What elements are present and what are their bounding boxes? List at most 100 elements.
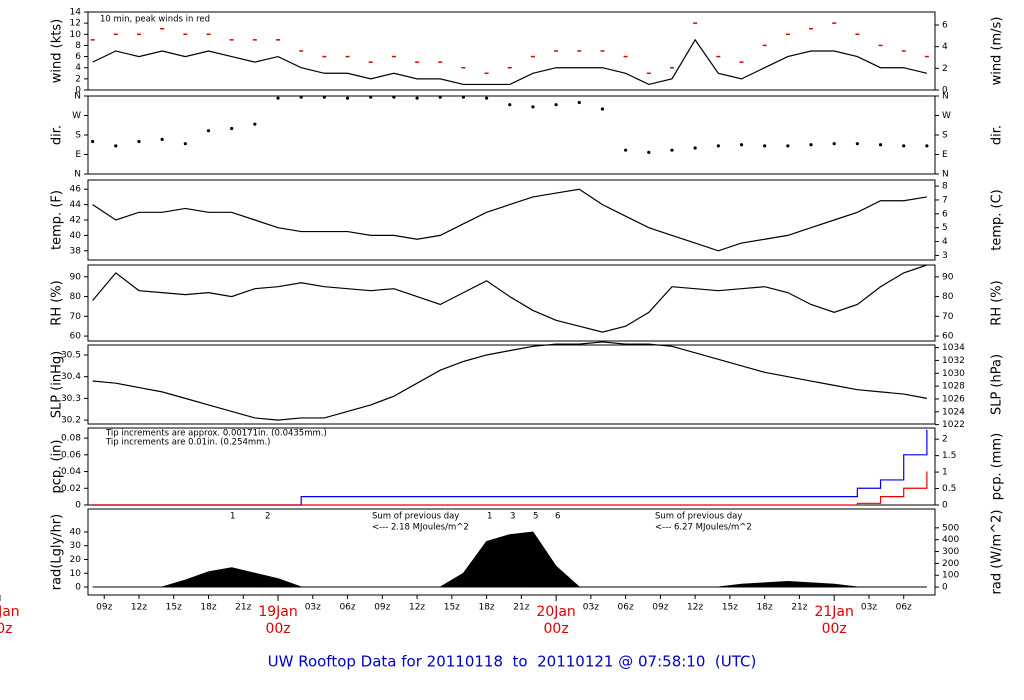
point <box>600 107 605 111</box>
y-tick-label: 70 <box>70 312 82 322</box>
y-tick-label: 60 <box>70 332 82 342</box>
y2-tick-label: 70 <box>942 312 954 322</box>
y-tick-label: 40 <box>70 527 82 537</box>
point <box>809 143 813 147</box>
y-tick-label: 12 <box>70 19 81 29</box>
y-tick-label: W <box>72 111 81 121</box>
y2-tick-label: 1034 <box>942 343 965 353</box>
y2-tick-label: 200 <box>942 559 959 569</box>
x-tick-label: 18z <box>478 603 494 613</box>
x-tick-label: 03z <box>861 603 877 613</box>
y-tick-label: 6 <box>75 52 81 62</box>
y2-tick-label: 4 <box>942 42 948 52</box>
y-tick-label: 30.3 <box>61 394 81 404</box>
y-tick-label: 30 <box>70 541 82 551</box>
y2-tick-label: 1032 <box>942 356 965 366</box>
y-tick-label: 0 <box>75 501 81 511</box>
point <box>369 95 373 99</box>
point <box>925 144 929 148</box>
y-tick-label: 40 <box>70 231 82 241</box>
y2-tick-label: 1028 <box>942 382 965 392</box>
y2-tick-label: E <box>942 150 948 160</box>
day-time-label: 00z <box>544 621 569 637</box>
point <box>855 142 859 146</box>
line <box>92 341 927 421</box>
annotation: 2 <box>265 512 270 522</box>
y2-axis-label: SLP (hPa) <box>990 354 1005 415</box>
y2-tick-label: 4 <box>942 237 948 247</box>
x-tick-label: 12z <box>409 603 425 613</box>
y2-tick-label: 500 <box>942 523 959 533</box>
point <box>786 144 790 148</box>
y-tick-label: 8 <box>75 41 81 51</box>
y-tick-label: 0 <box>75 86 81 96</box>
annotation: 5 <box>533 512 538 522</box>
y-axis-label: wind (kts) <box>50 19 65 83</box>
point <box>531 105 535 109</box>
y-tick-label: 90 <box>70 272 82 282</box>
x-tick-label: 15z <box>722 603 738 613</box>
annotation: Sum of previous day <box>372 512 459 522</box>
x-tick-label: 03z <box>583 603 599 613</box>
x-tick-label: 21z <box>791 603 807 613</box>
y-axis-label: dir. <box>50 125 65 145</box>
point <box>183 142 187 146</box>
point <box>763 144 767 148</box>
point <box>206 129 211 133</box>
x-tick-label: 15z <box>444 603 460 613</box>
y2-tick-label: N <box>942 170 949 180</box>
y2-axis-label: rad (W/m^2) <box>990 510 1005 595</box>
y-tick-label: 0 <box>75 583 81 593</box>
point <box>438 95 442 99</box>
y-tick-label: 0.02 <box>61 484 81 494</box>
y-tick-label: E <box>75 150 81 160</box>
x-tick-label: 06z <box>339 603 355 613</box>
x-tick-label: 09z <box>652 603 668 613</box>
point <box>276 96 280 100</box>
point <box>345 96 350 100</box>
annotation: 3 <box>510 512 515 522</box>
x-tick-label: 09z <box>374 603 390 613</box>
y2-tick-label: 0 <box>942 86 948 96</box>
y2-tick-label: 2 <box>942 64 948 74</box>
point <box>716 144 720 148</box>
panel-frame <box>87 179 936 261</box>
day-time-label: 00z <box>822 621 847 637</box>
day-time-label: 00z <box>265 621 290 637</box>
y2-tick-label: 0.5 <box>942 484 956 494</box>
point <box>484 96 489 100</box>
y2-tick-label: 60 <box>942 332 954 342</box>
annotation: <--- 6.27 MJoules/m^2 <box>655 523 752 533</box>
point <box>160 137 164 141</box>
line <box>92 264 928 333</box>
day-time-label: 00z <box>0 621 13 637</box>
y-axis-label: temp. (F) <box>50 190 65 250</box>
x-tick-label: 15z <box>166 603 182 613</box>
point <box>392 95 396 99</box>
x-tick-label: 12z <box>687 603 703 613</box>
y2-tick-label: 8 <box>942 182 948 192</box>
y-tick-label: 20 <box>70 555 82 565</box>
y-tick-label: 46 <box>70 185 82 195</box>
y2-tick-label: 1030 <box>942 369 965 379</box>
y2-axis-label: RH (%) <box>990 280 1005 325</box>
point <box>299 95 303 99</box>
x-tick-label: 03z <box>305 603 321 613</box>
y-tick-label: 0.08 <box>61 434 81 444</box>
y-tick-label: 38 <box>70 246 82 256</box>
y2-tick-label: S <box>942 131 948 141</box>
point <box>832 142 836 146</box>
annotation: Sum of previous day <box>655 512 742 522</box>
area <box>92 531 927 588</box>
x-tick-label: 21z <box>513 603 529 613</box>
y-tick-label: 14 <box>70 8 82 18</box>
day-label: 19Jan <box>258 604 297 620</box>
y2-axis-label: pcp. (mm) <box>990 433 1005 500</box>
y-tick-label: N <box>74 170 81 180</box>
y2-tick-label: 7 <box>942 195 948 205</box>
day-label: 18Jan <box>0 604 20 620</box>
annotation: Tip increments are approx. 0.00171in. (0… <box>105 429 327 439</box>
x-tick-label: 12z <box>131 603 147 613</box>
point <box>577 100 581 105</box>
